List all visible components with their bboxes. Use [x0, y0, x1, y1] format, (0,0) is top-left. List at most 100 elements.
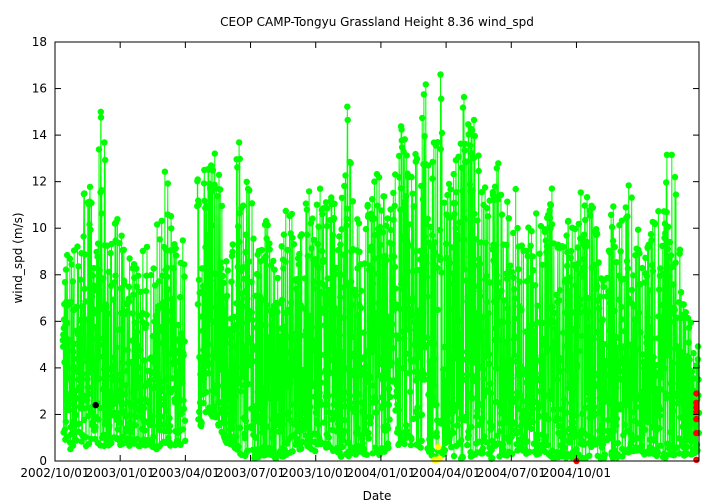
data-point-good [516, 428, 523, 436]
data-point-good [320, 351, 328, 359]
data-point-good [547, 201, 555, 209]
data-point-good [362, 225, 370, 233]
data-point-good [680, 301, 687, 308]
data-point-good [338, 194, 346, 201]
data-point-good [215, 171, 223, 179]
data-point-good [141, 357, 148, 364]
data-point-good [286, 409, 293, 416]
data-point-good [120, 246, 128, 253]
data-point-good [166, 414, 173, 422]
data-point-good [628, 286, 636, 294]
data-point-good [237, 388, 244, 395]
data-point-good [331, 391, 338, 398]
data-point-good [490, 298, 498, 305]
data-point-good [413, 155, 421, 162]
data-point-good [525, 327, 533, 334]
data-point-good [641, 279, 649, 286]
data-point-good [396, 174, 403, 181]
data-point-good [118, 401, 126, 409]
data-point-good [649, 261, 656, 269]
data-point-good [310, 285, 317, 292]
data-point-good [372, 398, 380, 405]
data-point-good [419, 308, 427, 316]
data-point-good [671, 173, 679, 181]
data-point-good [214, 290, 221, 298]
data-point-good [333, 428, 340, 435]
data-point-bad [693, 404, 700, 411]
data-point-good [290, 241, 298, 248]
data-point-good [463, 158, 470, 165]
data-point-good [604, 395, 612, 402]
data-point-good [392, 285, 399, 292]
data-point-good [572, 374, 580, 382]
data-point-good [420, 371, 428, 378]
x-tick-label: 2003/04/01 [151, 466, 220, 480]
data-point-good [110, 296, 117, 303]
data-point-good [205, 360, 213, 367]
data-point-good [243, 178, 250, 185]
data-point-good [359, 408, 366, 415]
data-point-good [236, 238, 243, 245]
x-tick-label: 2002/10/01 [20, 466, 89, 480]
data-point-good [158, 217, 165, 224]
data-point-good [223, 258, 230, 265]
data-point-good [134, 435, 141, 443]
data-point-good [478, 188, 486, 196]
data-point-good [161, 395, 168, 402]
data-point-good [403, 422, 410, 429]
data-point-good [296, 250, 303, 258]
data-point-good [89, 272, 97, 279]
data-point-good [281, 323, 289, 330]
data-point-good [111, 279, 118, 286]
data-point-good [288, 347, 295, 355]
data-point-good [74, 243, 81, 250]
data-point-good [461, 147, 468, 154]
data-point-good [97, 108, 105, 116]
data-point-good [688, 438, 695, 445]
data-point-good [249, 316, 256, 324]
data-point-good [507, 262, 514, 269]
data-point-good [244, 295, 251, 302]
data-point-good [370, 215, 378, 222]
data-point-good [65, 375, 72, 382]
data-point-good [428, 447, 436, 454]
data-point-good [677, 348, 684, 355]
data-point-good [617, 406, 624, 413]
data-point-good [314, 241, 322, 248]
data-point-good [621, 328, 628, 335]
data-point-good [272, 455, 280, 462]
data-point-good [99, 341, 106, 348]
data-point-good [316, 185, 324, 192]
data-point-good [245, 258, 253, 265]
data-point-good [512, 334, 520, 341]
data-point-good [586, 452, 593, 459]
data-point-good [487, 279, 494, 286]
data-point-good [312, 448, 319, 455]
data-point-good [73, 437, 80, 444]
data-point-good [77, 276, 84, 283]
data-point-good [316, 389, 323, 396]
data-point-good [566, 379, 573, 386]
data-point-good [565, 291, 573, 299]
data-point-good [660, 270, 667, 278]
data-point-good [606, 427, 613, 435]
data-point-good [683, 443, 691, 450]
data-point-good [457, 386, 464, 393]
data-point-good [113, 344, 120, 351]
data-point-good [669, 359, 676, 367]
data-point-good [178, 368, 185, 376]
data-point-good [234, 164, 241, 171]
data-point-good [338, 226, 345, 233]
data-point-good [350, 408, 357, 415]
data-point-good [551, 309, 558, 317]
data-point-good [596, 394, 604, 402]
data-point-good [646, 287, 653, 294]
series-other [92, 401, 99, 409]
data-point-good [655, 208, 662, 215]
data-point-good [214, 317, 221, 324]
data-point-good [572, 385, 579, 393]
data-point-good [493, 365, 500, 372]
data-point-good [529, 336, 537, 343]
data-point-good [440, 366, 447, 373]
data-point-good [685, 324, 693, 331]
